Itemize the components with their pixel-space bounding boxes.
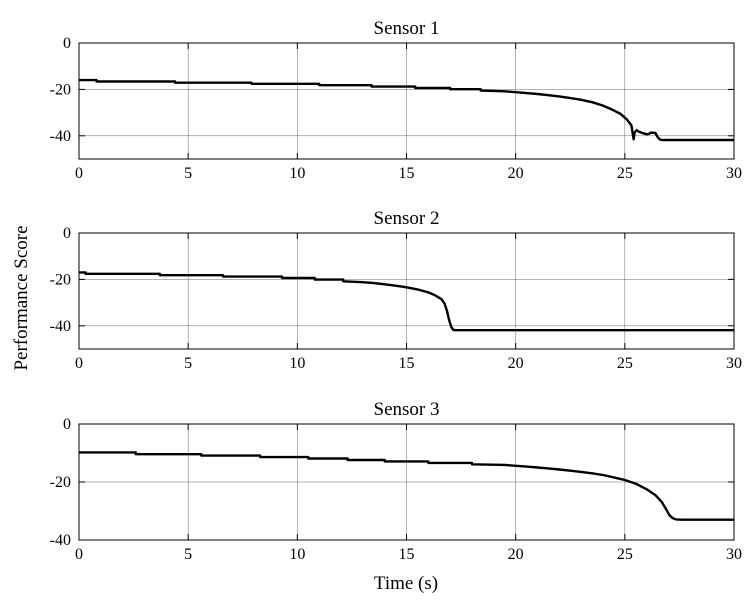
x-tick-label: 20: [508, 355, 524, 372]
x-tick-label: 30: [726, 355, 742, 372]
plot-frame: [78, 42, 735, 160]
x-tick-label: 30: [726, 546, 742, 563]
subplot-title: Sensor 2: [374, 208, 440, 229]
y-tick-label: 0: [63, 225, 71, 242]
y-tick-label: -40: [50, 128, 71, 145]
x-tick-label: 15: [399, 546, 415, 563]
y-tick-label: -20: [50, 474, 71, 491]
x-tick-label: 10: [289, 546, 305, 563]
y-axis-label: Performance Score: [11, 225, 32, 370]
y-tick-label: -40: [50, 318, 71, 335]
subplot-title: Sensor 3: [374, 399, 440, 420]
series-line: [79, 78, 734, 142]
subplot-title: Sensor 1: [374, 18, 440, 39]
x-tick-label: 25: [617, 546, 633, 563]
y-tick-label: -20: [50, 271, 71, 288]
y-tick-label: 0: [63, 416, 71, 433]
subplot-1: Sensor 1 0 5 10 15 20 25 30 0 -20 -40: [50, 18, 742, 182]
subplot-2: Sensor 2 0 5 10 15 20 25 30 0 -20 -40: [50, 208, 742, 372]
x-tick-label: 10: [289, 165, 305, 182]
x-tick-label: 5: [184, 355, 192, 372]
x-tick-label: 15: [399, 355, 415, 372]
x-tick-label: 0: [75, 355, 83, 372]
x-tick-label: 25: [617, 165, 633, 182]
plot-frame: [78, 232, 735, 350]
series-line: [79, 271, 734, 332]
y-tick-label: -20: [50, 81, 71, 98]
x-tick-label: 10: [289, 355, 305, 372]
x-tick-label: 5: [184, 165, 192, 182]
x-tick-label: 5: [184, 546, 192, 563]
plot-frame: [78, 423, 735, 541]
x-tick-label: 0: [75, 546, 83, 563]
y-tick-label: -40: [50, 532, 71, 549]
series-line: [79, 451, 734, 521]
subplot-3: Sensor 3 0 5 10 15 20 25 30 0 -20 -40: [50, 399, 742, 563]
x-tick-label: 30: [726, 165, 742, 182]
x-tick-label: 20: [508, 165, 524, 182]
x-tick-label: 25: [617, 355, 633, 372]
x-tick-label: 0: [75, 165, 83, 182]
x-axis-label: Time (s): [374, 573, 438, 594]
x-tick-label: 20: [508, 546, 524, 563]
x-tick-label: 15: [399, 165, 415, 182]
y-tick-label: 0: [63, 35, 71, 52]
